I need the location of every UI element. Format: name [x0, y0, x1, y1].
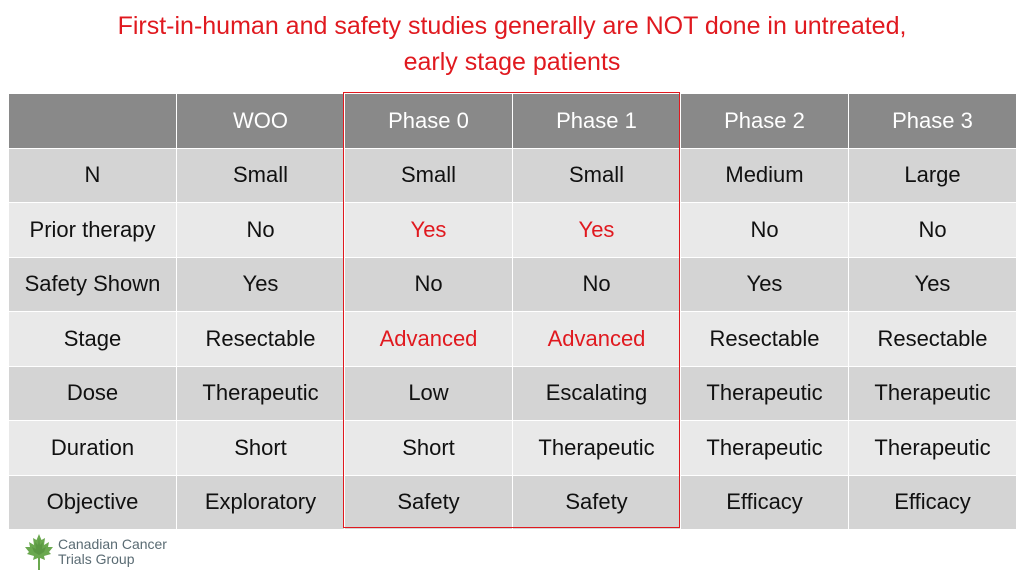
row-label: Prior therapy — [8, 202, 177, 258]
header-cell-woo: WOO — [176, 93, 345, 149]
row-label: Stage — [8, 311, 177, 367]
table-cell: Short — [344, 420, 513, 476]
table-cell-emphasis: Yes — [512, 202, 681, 258]
table-cell: Yes — [848, 256, 1017, 312]
header-cell-phase-2: Phase 2 — [680, 93, 849, 149]
table-row: Objective Exploratory Safety Safety Effi… — [8, 474, 1017, 530]
header-cell-phase-1: Phase 1 — [512, 93, 681, 149]
row-label: Objective — [8, 474, 177, 530]
table-cell: Short — [176, 420, 345, 476]
table-cell: No — [176, 202, 345, 258]
slide-title-line-1: First-in-human and safety studies genera… — [117, 12, 907, 40]
trial-phase-comparison-table: WOO Phase 0 Phase 1 Phase 2 Phase 3 N Sm… — [8, 93, 1017, 530]
table-cell: No — [512, 256, 681, 312]
table-cell: Escalating — [512, 365, 681, 421]
table-row: Stage Resectable Advanced Advanced Resec… — [8, 311, 1017, 367]
table-cell: Low — [344, 365, 513, 421]
header-cell-phase-3: Phase 3 — [848, 93, 1017, 149]
row-label: N — [8, 147, 177, 203]
table-cell: Yes — [680, 256, 849, 312]
table-cell: Therapeutic — [512, 420, 681, 476]
table-cell: Large — [848, 147, 1017, 203]
table-cell: Therapeutic — [848, 420, 1017, 476]
table-cell: Small — [344, 147, 513, 203]
header-cell-phase-0: Phase 0 — [344, 93, 513, 149]
table-cell: Small — [512, 147, 681, 203]
header-cell-corner — [8, 93, 177, 149]
table-cell-emphasis: Advanced — [344, 311, 513, 367]
table-cell: Efficacy — [848, 474, 1017, 530]
table-cell: Medium — [680, 147, 849, 203]
table-cell: Safety — [512, 474, 681, 530]
table-cell: Resectable — [680, 311, 849, 367]
table-cell: Exploratory — [176, 474, 345, 530]
table-row: Safety Shown Yes No No Yes Yes — [8, 256, 1017, 312]
logo-text-line-2: Trials Group — [58, 551, 135, 567]
table-cell: No — [344, 256, 513, 312]
slide-title: First-in-human and safety studies genera… — [0, 8, 1024, 80]
table-row: Dose Therapeutic Low Escalating Therapeu… — [8, 365, 1017, 421]
cctg-logo: Canadian Cancer Trials Group — [24, 532, 167, 572]
table-cell: Therapeutic — [680, 420, 849, 476]
logo-text: Canadian Cancer Trials Group — [58, 537, 167, 567]
table-cell: Therapeutic — [848, 365, 1017, 421]
table-cell: Resectable — [176, 311, 345, 367]
table-cell: No — [848, 202, 1017, 258]
table-cell: Safety — [344, 474, 513, 530]
logo-text-line-1: Canadian Cancer — [58, 536, 167, 552]
slide-title-line-2: early stage patients — [403, 48, 621, 76]
row-label: Dose — [8, 365, 177, 421]
table-header-row: WOO Phase 0 Phase 1 Phase 2 Phase 3 — [8, 93, 1017, 149]
table-cell: No — [680, 202, 849, 258]
table-cell: Resectable — [848, 311, 1017, 367]
table-row: Duration Short Short Therapeutic Therape… — [8, 420, 1017, 476]
row-label: Safety Shown — [8, 256, 177, 312]
table-cell: Therapeutic — [176, 365, 345, 421]
table-row: N Small Small Small Medium Large — [8, 147, 1017, 203]
table-cell-emphasis: Advanced — [512, 311, 681, 367]
table-cell: Therapeutic — [680, 365, 849, 421]
table-row: Prior therapy No Yes Yes No No — [8, 202, 1017, 258]
table-cell-emphasis: Yes — [344, 202, 513, 258]
table-cell: Efficacy — [680, 474, 849, 530]
table-cell: Small — [176, 147, 345, 203]
row-label: Duration — [8, 420, 177, 476]
table-cell: Yes — [176, 256, 345, 312]
maple-leaf-icon — [25, 534, 53, 570]
